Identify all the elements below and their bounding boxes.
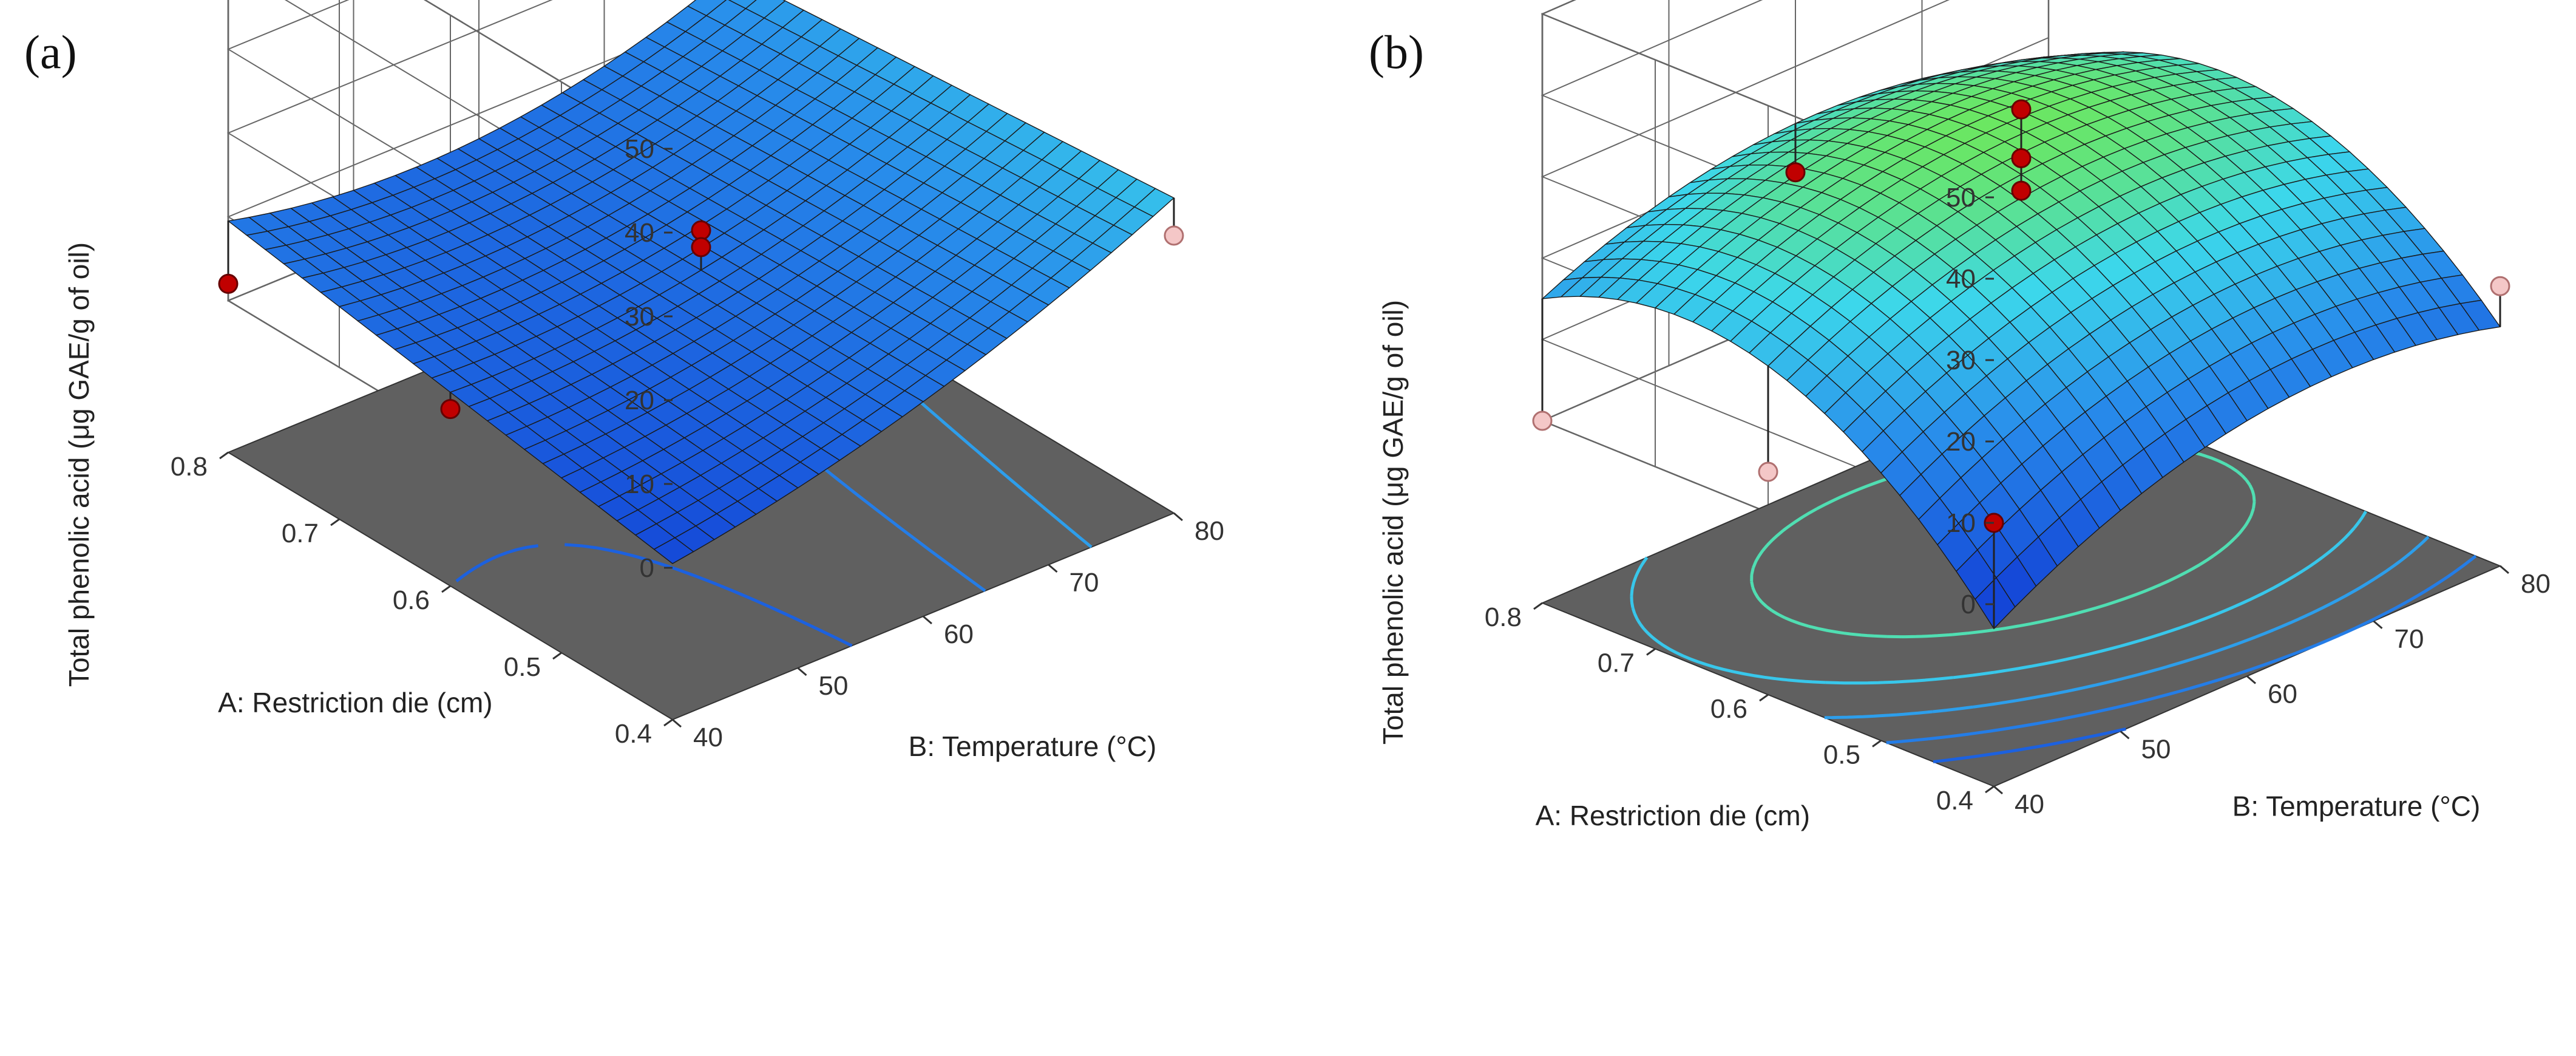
b-tick-label: 70 xyxy=(1069,568,1099,598)
design-point xyxy=(2011,99,2032,120)
surface-cell xyxy=(653,537,694,564)
surface-cell xyxy=(1974,577,2016,630)
design-points-above xyxy=(1785,99,2032,629)
b-tick-label: 60 xyxy=(944,619,974,649)
b-tick-label: 80 xyxy=(2521,569,2551,599)
contour-line xyxy=(1886,554,2477,744)
a-tick-label: 0.5 xyxy=(1823,740,1860,770)
axis-labels: 0 10 20 30 40 50 0.4 0.5 0.6 0.7 0.8 40 50 60 70 80 Tota… xyxy=(1377,183,2551,831)
z-axis-title: Total phenolic acid (μg GAE/g of oil) xyxy=(1377,300,1409,744)
z-tick-label: 40 xyxy=(625,218,654,248)
a-tick-label: 0.7 xyxy=(1598,649,1635,678)
z-tick-label: 10 xyxy=(625,469,654,499)
design-point xyxy=(691,220,711,240)
a-tick-label: 0.6 xyxy=(393,585,430,615)
z-tick-label: 30 xyxy=(625,302,654,332)
a-tick-label: 0.8 xyxy=(1485,602,1522,632)
a-tick-mark xyxy=(1646,648,1656,656)
z-axis-title: Total phenolic acid (μg GAE/g of oil) xyxy=(63,242,95,687)
axis-labels: 0 10 20 30 40 50 0.4 0.5 0.6 0.7 0.8 40 50 60 70 80 Tota… xyxy=(63,134,1224,762)
a-tick-mark xyxy=(330,518,340,526)
b-tick-mark xyxy=(672,718,682,728)
surface-plot-a: 0 10 20 30 40 50 0.4 0.5 0.6 0.7 0.8 40 50 60 70 80 Tota… xyxy=(63,0,1224,762)
b-tick-mark xyxy=(1173,512,1183,522)
z-tick-label: 40 xyxy=(1946,264,1976,294)
design-point xyxy=(2011,148,2032,168)
design-point xyxy=(218,273,239,294)
b-tick-label: 80 xyxy=(1195,516,1224,546)
b-tick-mark xyxy=(1048,564,1058,573)
z-tick-label: 0 xyxy=(1961,590,1976,619)
z-tick-label: 50 xyxy=(625,134,654,164)
z-tick-label: 50 xyxy=(1946,183,1976,213)
design-point xyxy=(2011,180,2032,201)
a-axis-title: A: Restriction die (cm) xyxy=(218,687,492,718)
b-tick-label: 40 xyxy=(2015,789,2044,819)
b-tick-mark xyxy=(797,667,807,676)
design-point xyxy=(1758,462,1778,482)
a-tick-label: 0.5 xyxy=(504,652,541,682)
a-tick-label: 0.4 xyxy=(1936,786,1973,816)
z-tick-label: 30 xyxy=(1946,346,1976,375)
b-tick-mark xyxy=(2120,731,2130,740)
a-tick-label: 0.6 xyxy=(1710,694,1747,724)
a-tick-label: 0.7 xyxy=(282,519,319,548)
a-axis-title: A: Restriction die (cm) xyxy=(1536,800,1810,831)
panel-label-a: (a) xyxy=(24,26,77,78)
contour-line xyxy=(1824,536,2430,720)
b-tick-mark xyxy=(2246,675,2256,684)
b-tick-mark xyxy=(2373,620,2383,629)
design-point xyxy=(691,237,711,257)
design-point xyxy=(1532,410,1553,431)
z-tick-label: 20 xyxy=(625,386,654,415)
a-tick-mark xyxy=(219,451,229,460)
response-surface xyxy=(1541,51,2501,630)
b-tick-mark xyxy=(923,615,932,625)
b-tick-mark xyxy=(2500,565,2509,574)
z-tick-label: 10 xyxy=(1946,508,1976,538)
surface-plot-b: 0 10 20 30 40 50 0.4 0.5 0.6 0.7 0.8 40 50 60 70 80 Tota… xyxy=(1377,0,2551,831)
contour-line xyxy=(1933,727,2126,763)
contour-line xyxy=(455,543,853,647)
panel-label-b: (b) xyxy=(1369,26,1424,78)
b-axis-title: B: Temperature (°C) xyxy=(2232,791,2481,822)
design-point xyxy=(1164,225,1184,246)
a-tick-mark xyxy=(663,718,673,727)
design-point xyxy=(2490,276,2510,296)
b-axis-title: B: Temperature (°C) xyxy=(909,731,1157,762)
b-tick-label: 70 xyxy=(2395,624,2424,654)
design-point xyxy=(440,399,461,420)
a-tick-mark xyxy=(552,652,562,660)
design-point xyxy=(1785,162,1806,183)
a-tick-mark xyxy=(1872,740,1882,748)
b-tick-label: 50 xyxy=(819,671,849,701)
b-tick-label: 40 xyxy=(693,723,723,752)
z-gridline xyxy=(424,0,673,149)
response-surface xyxy=(227,0,1175,564)
a-tick-mark xyxy=(1985,785,1995,794)
b-tick-mark xyxy=(1993,785,2003,795)
a-tick-mark xyxy=(1533,602,1543,610)
design-points-above xyxy=(218,220,711,420)
z-tick-label: 0 xyxy=(640,553,654,583)
z-tick-label: 20 xyxy=(1946,427,1976,457)
b-tick-label: 50 xyxy=(2141,734,2171,764)
a-tick-label: 0.4 xyxy=(615,719,652,749)
a-tick-label: 0.8 xyxy=(171,452,208,482)
a-tick-mark xyxy=(1759,693,1769,702)
b-tick-label: 60 xyxy=(2268,680,2297,709)
a-tick-mark xyxy=(441,585,451,593)
